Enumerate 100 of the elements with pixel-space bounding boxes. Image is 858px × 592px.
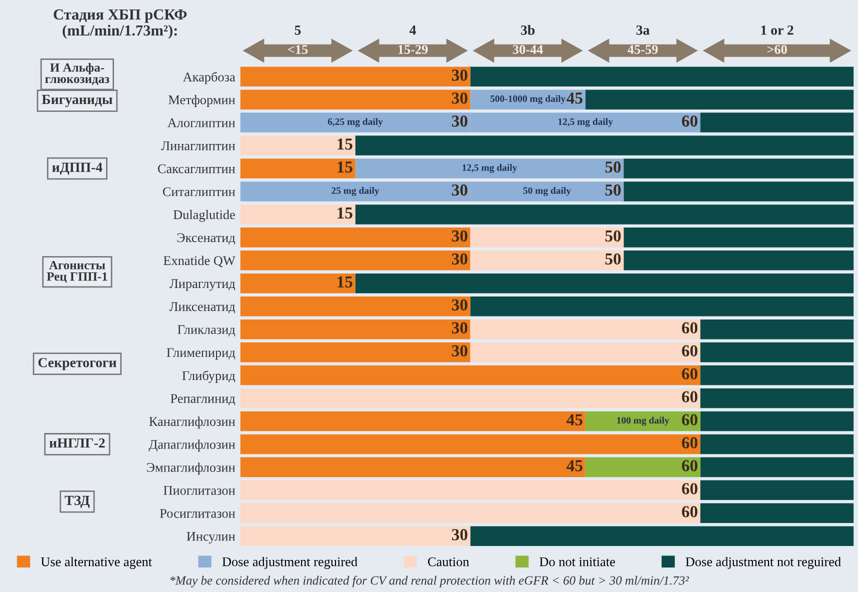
annotation: 25 mg daily [332, 187, 380, 196]
y-tick-label: Линаглиптин [161, 141, 236, 150]
annotation: 60 [682, 460, 698, 472]
annotation: 30 [452, 184, 468, 196]
data-label: 30 [452, 345, 468, 356]
annotation: 50 [605, 253, 621, 265]
annotation: 30 [452, 115, 468, 127]
y-tick-label: Дапаглифлозин [148, 440, 236, 452]
data-label: 60 [682, 391, 698, 402]
bar [240, 158, 356, 178]
bar [624, 228, 854, 248]
bar [355, 158, 624, 178]
bar [470, 296, 854, 316]
y-tick-label: Акарбоза [182, 72, 236, 84]
data-label: 30 [452, 230, 468, 242]
y-tick-label: Алоглиптин [167, 118, 236, 128]
data-label: 15 [338, 138, 352, 150]
data-label: 30 [452, 70, 468, 81]
y-tick-label: Эмпаглифлозин [147, 462, 236, 475]
y-tick-label: Ситаглиптин [162, 187, 236, 196]
bar [700, 434, 854, 454]
bar [470, 250, 624, 270]
bar [700, 365, 854, 386]
bar [240, 136, 356, 156]
y-tick-label: Инсулин [186, 532, 236, 544]
legend-label: Use alternative agent [40, 556, 152, 569]
annotation: 60 [682, 414, 698, 426]
bar [700, 388, 854, 408]
annotation: 60 [682, 115, 698, 127]
legend-label: Do not initiate [540, 557, 615, 566]
text: ТЗД [64, 496, 90, 508]
bar [240, 480, 700, 500]
bar [700, 319, 854, 340]
bar [585, 90, 854, 110]
bar [240, 66, 470, 86]
bar [240, 319, 470, 340]
legend-label: Dose adjustment reguired [222, 556, 358, 569]
bar [700, 503, 854, 524]
bar [470, 66, 854, 86]
bar [624, 250, 854, 270]
text: *May be considered when indicated for CV and renal protection with eGFR < 60 but > 30 ml/min/1.73² [170, 576, 689, 588]
y-tick-label: Глибурид [182, 370, 236, 383]
y-tick-label: Саксаглиптин [158, 164, 236, 174]
bar [240, 250, 470, 270]
data-label: 30 [452, 322, 468, 334]
annotation: 100 mg daily [617, 416, 670, 426]
annotation: 50 [605, 230, 621, 242]
data-label: 15 [338, 162, 352, 173]
bar [700, 342, 854, 362]
text: 30-44 [512, 45, 543, 54]
legend-label: Dose adjustment not reguired [686, 556, 841, 569]
bar [240, 411, 586, 432]
y-tick-label: Dulaglutide [173, 210, 235, 222]
bar [240, 503, 700, 524]
y-tick-label: Лираглутид [170, 279, 236, 291]
text: 15-29 [398, 45, 428, 54]
bar [700, 112, 854, 132]
text: <15 [288, 45, 308, 54]
bar [240, 296, 470, 316]
y-tick-label: Гликлазид [178, 325, 236, 336]
annotation: 50 [605, 184, 621, 196]
bar [355, 204, 854, 224]
bar [240, 526, 470, 546]
bar [624, 158, 854, 178]
bar [624, 182, 854, 202]
annotation: 500-1000 mg daily [490, 95, 566, 104]
data-label: 45 [566, 414, 582, 426]
y-tick-label: Канаглифлозин [149, 416, 236, 429]
text: >60 [767, 45, 787, 54]
annotation: 50 [605, 161, 621, 173]
bar [470, 342, 700, 362]
bar [470, 526, 854, 546]
bar [240, 204, 356, 224]
y-tick-label: Exnatide QW [164, 256, 236, 268]
text: Секретогоги [38, 358, 116, 370]
bar [355, 136, 854, 156]
annotation: 45 [566, 92, 582, 104]
text: 4 [409, 26, 416, 35]
bar [585, 457, 700, 478]
annotation: 60 [682, 322, 698, 334]
bar [240, 388, 700, 408]
data-label: 30 [452, 529, 468, 540]
text: иНГЛГ-2 [49, 438, 105, 448]
text: Бигуаниды [42, 94, 112, 108]
bar [240, 434, 700, 454]
text: И Альфа- глюкозидаз [45, 62, 110, 86]
text: 45-59 [628, 45, 658, 54]
text: 3b [520, 25, 535, 35]
text: 1 or 2 [761, 25, 794, 35]
annotation: 50 mg daily [523, 187, 571, 196]
text: Агонисты Рец ГПП-1 [46, 260, 108, 283]
annotation: 12,5 mg daily [462, 164, 518, 173]
data-label: 45 [566, 460, 582, 472]
data-label: 60 [682, 368, 698, 380]
y-tick-label: Метформин [168, 95, 236, 107]
text: иДПП-4 [52, 162, 102, 175]
y-tick-label: Эксенатид [177, 233, 236, 245]
y-tick-label: Ликсенатид [169, 302, 236, 314]
chart-title: Стадия ХБП рСКФ (mL/min/1.73m²): [54, 9, 187, 39]
annotation: 6,25 mg daily [328, 118, 383, 128]
